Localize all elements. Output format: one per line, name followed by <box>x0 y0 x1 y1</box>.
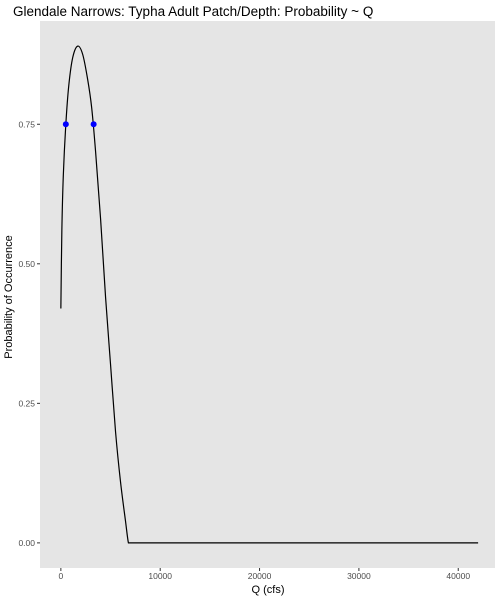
y-tick-label: 0.50 <box>18 259 35 269</box>
y-axis-label: Probability of Occurrence <box>3 235 15 359</box>
y-tick-label: 0.75 <box>18 119 35 129</box>
x-axis-label: Q (cfs) <box>251 584 285 596</box>
x-tick-label: 20000 <box>248 571 272 581</box>
plot-panel <box>40 21 495 568</box>
data-point <box>62 121 69 128</box>
x-tick-label: 30000 <box>347 571 371 581</box>
y-tick-label: 0.25 <box>18 398 35 408</box>
points-layer <box>62 121 97 128</box>
x-tick-label: 10000 <box>148 571 172 581</box>
data-point <box>90 121 97 128</box>
chart-title: Glendale Narrows: Typha Adult Patch/Dept… <box>13 4 374 19</box>
x-axis: 0 10000 20000 30000 40000 <box>58 568 470 581</box>
x-tick-label: 0 <box>58 571 63 581</box>
y-tick-label: 0.00 <box>18 538 35 548</box>
x-tick-label: 40000 <box>446 571 470 581</box>
y-axis: 0.00 0.25 0.50 0.75 <box>18 119 40 548</box>
